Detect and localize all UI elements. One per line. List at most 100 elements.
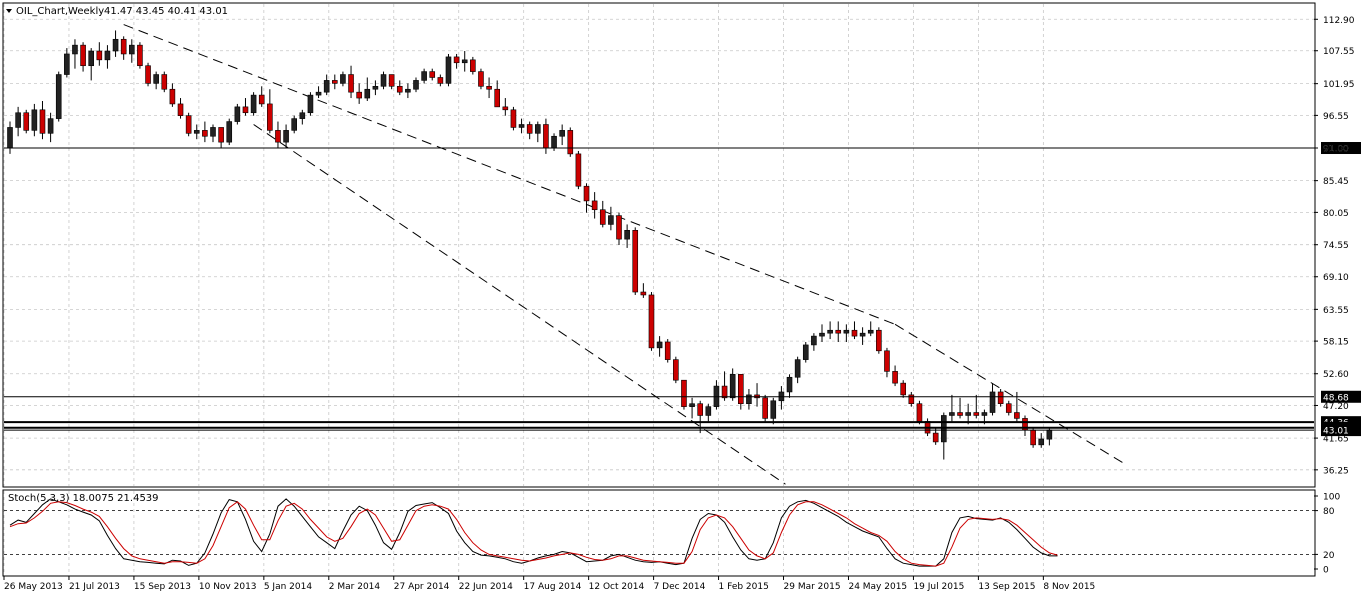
stoch-axis: 100 80 20 0	[1314, 493, 1340, 576]
candle	[23, 109, 30, 134]
candle	[486, 77, 492, 99]
x-tick-label: 8 Nov 2015	[1043, 582, 1095, 592]
candle-body	[900, 382, 907, 396]
y-tick-label: 101.95	[1323, 80, 1355, 90]
level-label: 43.01	[1323, 427, 1349, 437]
candle	[453, 53, 460, 69]
candle-body	[908, 394, 915, 405]
candle	[705, 403, 712, 422]
candle	[1038, 433, 1045, 448]
y-tick-label: 80.05	[1323, 209, 1349, 219]
candle-body	[104, 50, 111, 61]
y-tick-label: 52.60	[1323, 370, 1349, 380]
candle	[161, 71, 168, 93]
candle	[478, 68, 484, 90]
y-tick-label: 41.65	[1323, 435, 1349, 445]
candle-body	[340, 74, 346, 84]
candle-body	[445, 56, 452, 84]
level-label-bg	[1321, 424, 1361, 437]
candle	[949, 394, 955, 422]
candle-body	[331, 80, 338, 84]
candle-body	[47, 118, 54, 134]
candle	[616, 212, 622, 245]
candle	[72, 39, 78, 69]
x-tick-label: 10 Nov 2013	[199, 582, 257, 592]
candle	[396, 80, 403, 96]
candle-body	[218, 127, 224, 143]
trendline	[894, 323, 1123, 463]
candle-body	[145, 65, 151, 84]
candle-body	[372, 85, 379, 90]
candle	[250, 92, 257, 116]
candle	[202, 121, 208, 143]
candle	[218, 127, 224, 149]
candle	[599, 200, 606, 228]
candle	[372, 80, 379, 96]
candle-body	[210, 127, 216, 137]
candle-body	[656, 341, 663, 349]
x-tick-label: 19 Jul 2015	[913, 582, 964, 592]
candle	[120, 36, 127, 60]
time-axis: 26 May 2013 21 Jul 2013 15 Sep 2013 10 Nov …	[3, 576, 1095, 592]
stoch-title: Stoch(5,3,3) 18.0075 21.4539	[8, 493, 159, 504]
candle-body	[583, 185, 590, 202]
candle	[689, 397, 695, 419]
chart-header[interactable]: OIL_Chart,Weekly 41.47 43.45 40.41 43.01	[6, 6, 228, 17]
candle-body	[283, 130, 289, 143]
candle-body	[453, 56, 460, 64]
candle	[348, 65, 354, 99]
ohlc-readout: 41.47 43.45 40.41 43.01	[104, 6, 228, 17]
x-tick-label: 5 Jan 2014	[264, 582, 312, 592]
candle	[859, 327, 866, 345]
chart-title: OIL_Chart,Weekly	[16, 6, 104, 17]
candle	[794, 356, 801, 384]
candle	[88, 48, 94, 81]
candle	[827, 321, 833, 340]
candle-body	[396, 85, 403, 93]
candle	[648, 292, 655, 351]
candle	[851, 321, 858, 340]
candle	[494, 80, 501, 108]
candle-body	[518, 124, 525, 128]
x-tick-label: 12 Oct 2014	[589, 582, 645, 592]
candle-body	[892, 371, 898, 384]
level-label: 91.00	[1323, 145, 1349, 155]
candle	[267, 89, 273, 134]
candle	[591, 192, 598, 219]
candle-body	[39, 109, 46, 134]
candle-body	[169, 88, 176, 105]
y-tick-label: 58.15	[1323, 338, 1349, 348]
x-tick-label: 26 May 2013	[4, 582, 63, 592]
candle-body	[762, 397, 768, 419]
candle-body	[989, 391, 996, 413]
candle	[15, 106, 21, 137]
candle-body	[640, 291, 647, 296]
candle-body	[299, 112, 306, 119]
candle-body	[112, 38, 119, 52]
candle	[55, 71, 62, 122]
candle-body	[478, 71, 484, 87]
candle	[908, 391, 915, 407]
candle	[64, 48, 70, 78]
triangle-down-icon[interactable]	[6, 9, 12, 13]
y-tick-label: 74.55	[1323, 241, 1349, 251]
candle	[104, 45, 111, 69]
candle-body	[737, 374, 744, 405]
candle	[323, 74, 330, 96]
candle-body	[697, 403, 704, 416]
candle	[502, 98, 509, 116]
candle	[786, 374, 793, 398]
candle-body	[608, 215, 614, 225]
candle	[664, 339, 671, 363]
candle-body	[648, 294, 655, 349]
candle	[632, 227, 639, 295]
candle	[892, 365, 898, 387]
candle	[129, 39, 135, 63]
candle	[608, 206, 614, 231]
candle	[470, 56, 476, 75]
candle-body	[161, 74, 168, 90]
x-tick-label: 22 Jun 2014	[459, 582, 513, 592]
candle-body	[364, 88, 371, 99]
candle-body	[470, 59, 476, 72]
candle-body	[234, 106, 241, 122]
